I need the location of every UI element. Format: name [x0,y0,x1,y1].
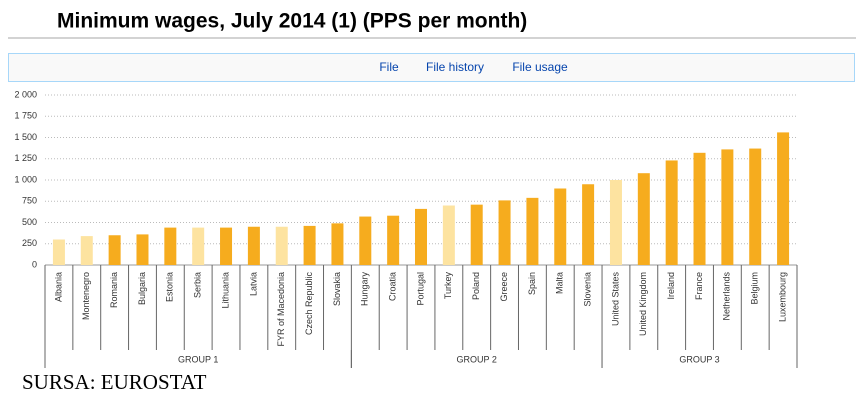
bar [192,227,205,265]
x-tick-label: Czech Republic [304,272,314,336]
bar [387,215,400,265]
x-tick-label: Albania [53,272,63,302]
x-tick-label: United Kingdom [638,272,648,336]
x-tick-label: Slovenia [582,272,592,307]
x-tick-label: Croatia [388,272,398,301]
bar [80,236,93,265]
group-label: GROUP 2 [457,354,497,364]
y-tick-label: 250 [22,238,37,248]
x-tick-label: Spain [527,272,537,295]
group-label: GROUP 1 [178,354,218,364]
tab-bar [8,53,855,82]
bar [665,160,678,265]
x-tick-label: Latvia [248,272,258,296]
chart-title: Minimum wages, July 2014 (1) (PPS per mo… [57,10,527,33]
x-tick-label: Bulgaria [137,272,147,305]
group-label: GROUP 3 [679,354,719,364]
tab[interactable]: File [379,60,399,74]
bar [331,223,344,265]
x-tick-label: Netherlands [722,272,732,321]
x-tick-label: Romania [109,272,119,308]
y-tick-label: 0 [32,259,37,269]
y-tick-label: 1 750 [14,111,37,121]
x-tick-label: Greece [499,272,509,302]
y-tick-label: 2 000 [14,89,37,99]
bar [721,149,734,265]
x-tick-label: Luxembourg [777,272,787,322]
y-tick-label: 750 [22,196,37,206]
x-tick-label: Malta [555,272,565,294]
tab[interactable]: File history [426,60,484,74]
bar [749,148,762,265]
x-tick-label: Hungary [360,272,370,307]
bar [554,188,567,265]
x-tick-label: Poland [471,272,481,300]
bar [275,226,288,265]
bar [637,173,650,265]
bar [247,226,260,265]
bar [303,225,316,265]
bar [442,205,455,265]
bar [359,216,372,265]
bar [582,184,595,265]
bar [693,152,706,265]
y-tick-label: 1 000 [14,174,37,184]
bar [415,208,427,265]
bar [52,239,65,265]
bar [220,227,233,265]
y-tick-label: 1 500 [14,132,37,142]
y-tick-label: 500 [22,217,37,227]
bar [609,180,622,265]
tab[interactable]: File usage [512,60,568,74]
bar [777,132,790,265]
x-tick-label: Ireland [666,272,676,300]
x-tick-label: Estonia [165,272,175,302]
bar [526,197,539,265]
x-tick-label: United States [610,272,620,327]
x-tick-label: Lithuania [220,272,230,309]
x-tick-label: Belgium [750,272,760,305]
x-tick-label: Portugal [415,272,425,306]
x-tick-label: Montenegro [81,272,91,320]
bar [498,200,511,265]
x-tick-label: Turkey [443,272,453,300]
source: SURSA: EUROSTAT [22,370,207,394]
bar [164,227,177,265]
bar [470,204,483,265]
bar [108,235,121,265]
x-tick-label: Slovakia [332,272,342,306]
y-tick-label: 1 250 [14,153,37,163]
bar [136,234,149,265]
x-tick-label: France [694,272,704,300]
x-tick-label: Serbia [193,272,203,298]
x-tick-label: FYR of Macedonia [276,272,286,347]
